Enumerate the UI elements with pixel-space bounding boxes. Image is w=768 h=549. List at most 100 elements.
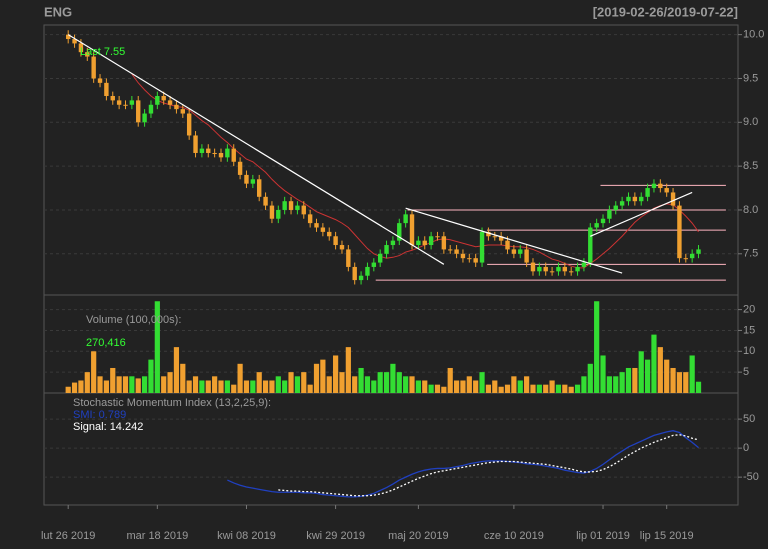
volume-bar — [498, 386, 504, 393]
candle-body — [186, 113, 192, 136]
candle-body — [683, 258, 688, 260]
candle-body — [269, 205, 275, 219]
volume-bar — [676, 372, 683, 393]
candle-body — [155, 96, 160, 105]
candle-body — [371, 262, 377, 267]
volume-bar — [664, 359, 670, 393]
candle-body — [206, 148, 211, 153]
candle-body — [556, 266, 561, 272]
volume-bar — [282, 380, 288, 393]
x-tick-label: mar 18 2019 — [126, 530, 188, 542]
candle-body — [454, 249, 459, 254]
volume-bar — [613, 376, 619, 393]
volume-bar — [632, 367, 638, 393]
candle-body — [594, 223, 599, 228]
candle-body — [549, 271, 555, 273]
plot-frame — [43, 24, 739, 506]
volume-bar — [275, 376, 281, 393]
series-line — [278, 434, 699, 497]
volume-bar — [129, 376, 135, 393]
volume-bar — [224, 380, 230, 393]
volume-bar — [562, 384, 568, 393]
candle-body — [231, 148, 236, 162]
candle-body — [148, 104, 154, 114]
candle-body — [78, 43, 84, 53]
candle-body — [314, 223, 319, 228]
volume-bar — [492, 380, 498, 393]
candle-body — [632, 196, 638, 202]
candle-body — [416, 240, 421, 246]
volume-bar — [84, 372, 90, 393]
chart-title: ENG — [44, 4, 72, 19]
candle-body — [377, 253, 383, 263]
volume-bar — [294, 376, 301, 393]
candle-body — [543, 266, 548, 272]
candle-body — [435, 236, 440, 238]
volume-bar — [460, 380, 466, 393]
volume-bar — [670, 367, 676, 393]
volume-bar — [485, 384, 492, 393]
candle-body — [479, 231, 485, 263]
candle-body — [85, 52, 90, 57]
candle-body — [307, 214, 313, 224]
volume-bar — [167, 372, 173, 393]
volume-bar — [141, 376, 148, 393]
candle-body — [403, 214, 408, 224]
volume-bar — [320, 359, 326, 393]
candle-body — [346, 249, 351, 267]
x-tick-label: kwi 29 2019 — [306, 530, 365, 542]
panel-title: Stochastic Momentum Index (13,2,25,9): — [73, 397, 271, 409]
candle-body — [167, 100, 173, 105]
volume-bar — [594, 301, 600, 393]
candle-body — [129, 100, 135, 105]
date-range: [2019-02-26/2019-07-22] — [593, 4, 738, 19]
volume-bar — [345, 347, 351, 393]
volume-bar — [91, 351, 97, 393]
candle-body — [696, 249, 701, 254]
volume-bar — [683, 372, 689, 393]
candle-body — [575, 266, 580, 272]
volume-bar — [606, 376, 612, 393]
y-tick-label: 20 — [743, 304, 755, 316]
volume-bar — [154, 301, 160, 393]
candle-body — [677, 205, 682, 259]
volume-bar — [511, 376, 517, 393]
candle-body — [295, 205, 300, 210]
volume-bar — [256, 372, 262, 393]
volume-bar — [364, 376, 371, 393]
x-tick-label: kwi 08 2019 — [217, 530, 276, 542]
volume-bar — [625, 367, 632, 393]
y-tick-label: 15 — [743, 324, 755, 336]
y-tick-label: 5 — [743, 366, 749, 378]
last-label: 270,416 — [86, 337, 126, 349]
volume-bar — [135, 378, 141, 393]
x-tick-label: lip 01 2019 — [576, 530, 630, 542]
volume-bar — [517, 380, 523, 393]
candle-body — [639, 196, 644, 202]
volume-bar — [390, 363, 396, 393]
volume-bar — [326, 376, 332, 393]
volume-bar — [422, 380, 428, 393]
volume-bar — [371, 380, 377, 393]
candle-body — [428, 236, 434, 246]
trend-line — [405, 207, 623, 274]
candle-body — [116, 100, 122, 105]
candle-body — [448, 249, 453, 251]
candle-body — [460, 253, 466, 259]
volume-bar — [212, 376, 218, 393]
volume-bar — [269, 380, 275, 393]
candle-body — [581, 262, 587, 267]
candle-body — [658, 183, 663, 189]
volume-bar — [288, 372, 294, 393]
candle-body — [645, 188, 650, 197]
candle-body — [390, 240, 396, 246]
y-tick-label: 8.5 — [743, 160, 758, 172]
volume-bar — [587, 363, 593, 393]
volume-bar — [530, 384, 536, 393]
candle-body — [689, 253, 695, 259]
volume-bar — [186, 380, 192, 393]
candle-body — [498, 236, 504, 241]
candle-body — [409, 214, 415, 246]
candle-body — [492, 236, 497, 238]
candle-body — [142, 113, 147, 123]
